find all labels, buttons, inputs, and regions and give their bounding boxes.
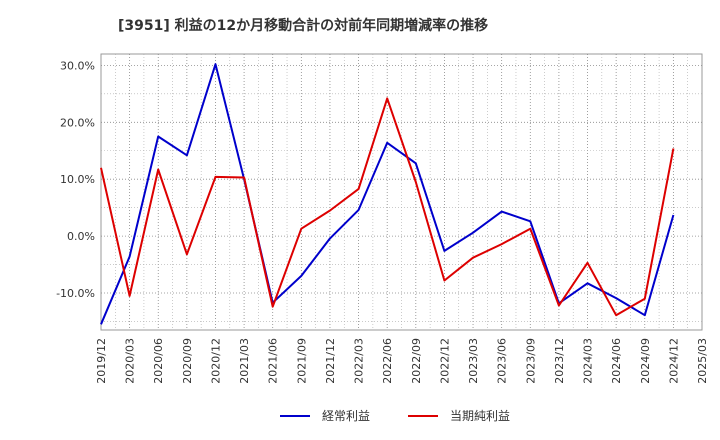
grid-horizontal [101, 64, 702, 322]
grid-vertical [115, 54, 688, 330]
x-tick-label: 2021/09 [295, 338, 308, 384]
series-line-0 [100, 63, 675, 325]
x-tick-label: 2023/03 [467, 338, 480, 384]
x-tick-label: 2024/06 [610, 338, 623, 384]
x-tick-label: 2020/09 [181, 338, 194, 384]
x-tick-label: 2022/12 [438, 338, 451, 384]
x-tick-label: 2022/03 [353, 338, 366, 384]
legend: 経常利益 当期純利益 [280, 409, 510, 423]
x-axis-ticks: 2019/12 2020/03 2020/06 2020/09 2020/12 2021/… [95, 338, 709, 384]
x-tick-label: 2024/03 [582, 338, 595, 384]
y-tick-label: 10.0% [60, 173, 95, 186]
x-tick-label: 2023/12 [553, 338, 566, 384]
y-axis-ticks: 30.0% 20.0% 10.0% 0.0% -10.0% [56, 59, 95, 300]
x-tick-label: 2023/09 [524, 338, 537, 384]
series-line-1 [100, 97, 675, 317]
x-tick-label: 2022/06 [381, 338, 394, 384]
x-tick-label: 2019/12 [95, 338, 108, 384]
x-tick-label: 2020/06 [152, 338, 165, 384]
y-tick-label: -10.0% [56, 287, 95, 300]
y-tick-label: 20.0% [60, 116, 95, 129]
y-tick-label: 0.0% [67, 230, 95, 243]
x-tick-label: 2021/06 [267, 338, 280, 384]
x-tick-label: 2020/12 [209, 338, 222, 384]
y-tick-label: 30.0% [60, 59, 95, 72]
x-tick-label: 2021/03 [238, 338, 251, 384]
x-tick-label: 2021/12 [324, 338, 337, 384]
legend-label-0: 経常利益 [322, 409, 370, 423]
legend-label-1: 当期純利益 [450, 409, 510, 423]
x-tick-label: 2024/12 [667, 338, 680, 384]
x-tick-label: 2023/06 [496, 338, 509, 384]
x-tick-label: 2022/09 [410, 338, 423, 384]
x-tick-label: 2020/03 [124, 338, 137, 384]
series-layer [100, 63, 675, 325]
x-tick-label: 2024/09 [639, 338, 652, 384]
x-tick-label: 2025/03 [696, 338, 709, 384]
chart-title: [3951] 利益の12か月移動合計の対前年同期増減率の推移 [118, 17, 488, 34]
